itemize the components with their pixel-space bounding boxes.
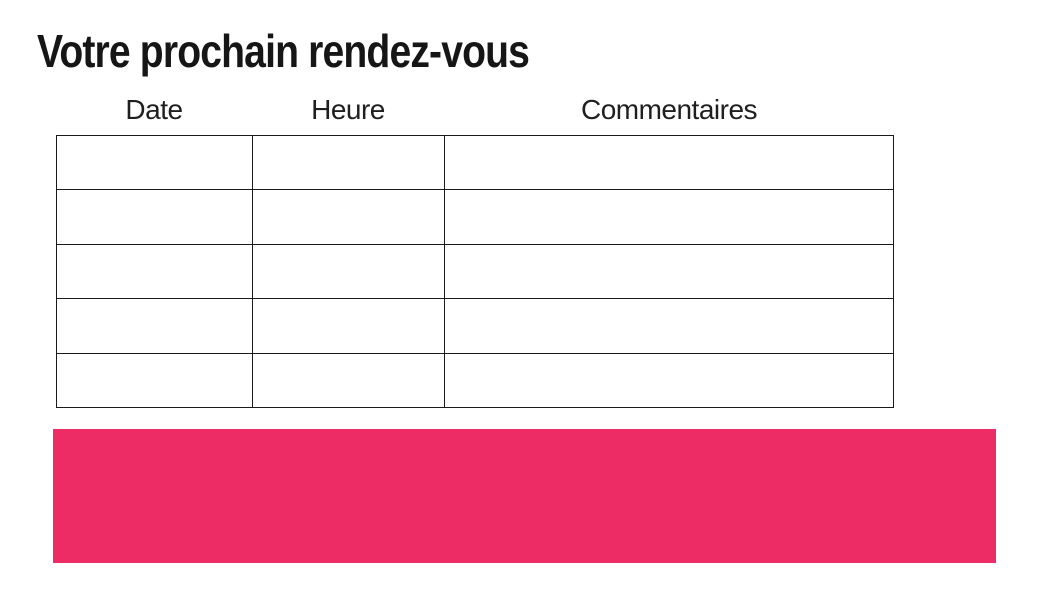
cell-commentaires — [445, 299, 893, 352]
table-row — [57, 136, 893, 191]
cell-date — [57, 353, 253, 408]
cell-date — [57, 244, 253, 299]
cell-date — [57, 190, 253, 244]
cell-heure — [253, 136, 445, 190]
cell-date — [57, 136, 253, 190]
table-row — [57, 353, 893, 408]
cell-heure — [253, 299, 445, 353]
column-header-date: Date — [125, 94, 183, 125]
cell-commentaires — [445, 136, 893, 189]
cell-heure — [253, 190, 445, 244]
cell-heure — [253, 353, 445, 408]
column-header-commentaires: Commentaires — [580, 94, 758, 125]
highlight-block — [53, 429, 996, 563]
table-row — [57, 299, 893, 354]
appointments-table — [56, 135, 894, 408]
cell-commentaires — [445, 245, 893, 298]
table-column-headers: Date Heure Commentaires — [56, 90, 894, 130]
cell-heure — [253, 244, 445, 299]
column-header-heure: Heure — [311, 94, 385, 125]
page-title: Votre prochain rendez-vous — [37, 25, 530, 77]
cell-date — [57, 299, 253, 353]
cell-commentaires — [445, 190, 893, 243]
table-row — [57, 244, 893, 300]
cell-commentaires — [445, 354, 893, 407]
table-row — [57, 190, 893, 245]
